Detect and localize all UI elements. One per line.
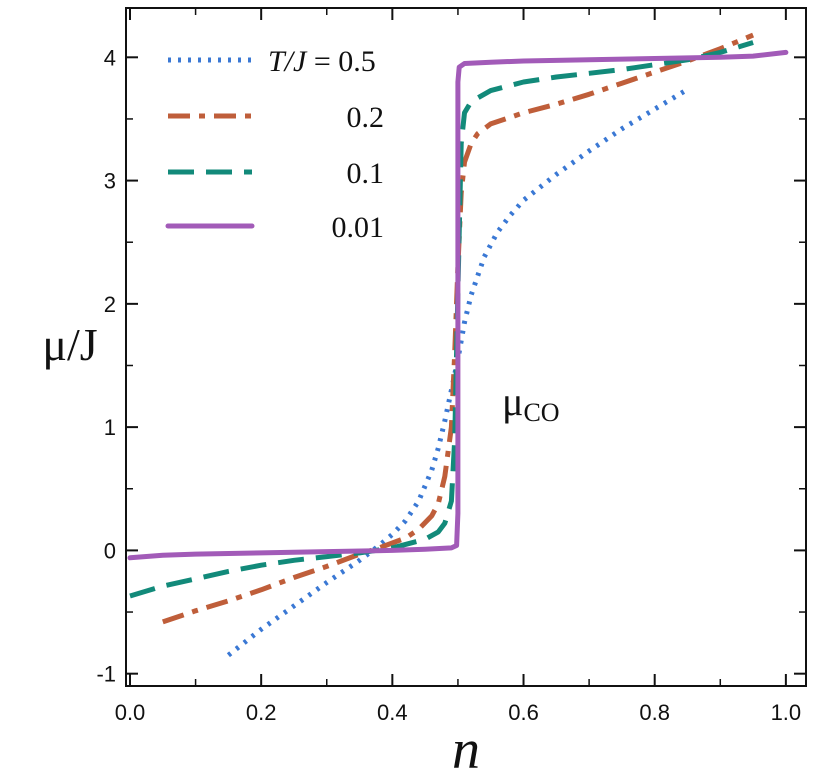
y-tick-label-4: 3 [104,169,116,194]
y-tick-label-0: -1 [96,662,116,687]
x-tick-label-3: 0.6 [508,700,539,725]
legend-label-0-5: T/J = 0.5 [268,45,376,78]
annotation-sub: CO [523,398,559,427]
legend: T/J = 0.5 0.2 0.1 0.01 [165,45,385,244]
series-line-0-2 [161,32,755,625]
y-tick-label-5: 4 [104,45,116,70]
y-tick-label-3: 2 [104,292,116,317]
series-line-0-1 [129,40,754,599]
legend-title: T/J [268,45,308,78]
legend-label-0-1: 0.1 [347,157,385,190]
y-tick-label-2: 1 [104,415,116,440]
series-line-0-01 [127,49,789,561]
legend-label-0-01: 0.01 [332,211,385,244]
x-tick-label-4: 0.8 [639,700,670,725]
x-axis-label: n [452,719,480,777]
x-tick-label-0: 0.0 [115,700,146,725]
legend-title-eq: = 0.5 [306,45,375,78]
ticks-layer: 0.0 0.2 0.4 0.6 0.8 1.0 -1 0 1 2 3 4 [96,8,806,725]
annotation-main: μ [502,379,523,424]
y-axis-label: μ/J [42,319,97,370]
x-tick-label-2: 0.4 [377,700,408,725]
plot-frame [125,7,807,687]
x-tick-label-1: 0.2 [246,700,277,725]
series-layer [127,32,789,658]
y-tick-label-1: 0 [104,538,116,563]
x-tick-label-5: 1.0 [771,700,802,725]
annotation-mu-co: μCO [502,379,560,427]
legend-label-0-2: 0.2 [347,101,385,134]
